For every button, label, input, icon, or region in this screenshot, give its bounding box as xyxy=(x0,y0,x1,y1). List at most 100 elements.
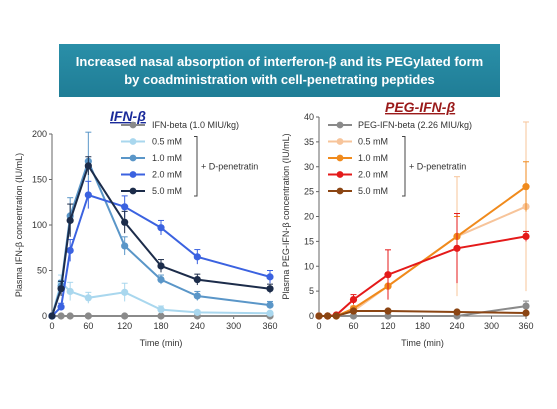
ifn-data-point xyxy=(193,308,201,316)
peg-x-tick-label: 360 xyxy=(518,321,533,331)
ifn-data-point xyxy=(193,276,201,284)
peg-legend-marker-1 xyxy=(336,138,344,145)
peg-x-axis-label: Time (min) xyxy=(401,338,444,348)
ifn-series-line-3 xyxy=(51,193,271,317)
ifn-legend-label-3: 2.0 mM xyxy=(152,170,182,180)
ifn-legend-bracket xyxy=(194,136,198,197)
peg-x-tick-label: 120 xyxy=(380,321,395,331)
peg-y-tick-label: 10 xyxy=(304,261,314,271)
ifn-data-point xyxy=(57,303,65,311)
peg-data-point xyxy=(453,308,461,316)
peg-data-point xyxy=(522,183,530,191)
peg-legend-label-4: 5.0 mM xyxy=(358,186,388,196)
ifn-data-point xyxy=(84,294,92,302)
banner-line-2: by coadministration with cell-penetratin… xyxy=(124,71,435,87)
peg-y-tick-label: 20 xyxy=(304,212,314,222)
ifn-data-point xyxy=(193,292,201,300)
ifn-data-point xyxy=(121,288,129,296)
peg-data-point xyxy=(522,302,530,310)
ifn-x-tick-label: 60 xyxy=(83,321,93,331)
ifn-series-line-4 xyxy=(51,163,271,317)
ifn-x-tick-label: 300 xyxy=(226,321,241,331)
ifn-data-point xyxy=(84,312,92,320)
peg-chart-title: PEG-IFN-β xyxy=(385,99,455,115)
peg-legend-label-1: 0.5 mM xyxy=(358,137,388,147)
peg-legend-marker-2 xyxy=(336,154,344,162)
ifn-data-point xyxy=(66,312,74,320)
ifn-data-point xyxy=(66,246,74,255)
peg-data-point xyxy=(349,312,358,320)
peg-legend-marker-4 xyxy=(336,187,344,195)
ifn-data-point xyxy=(57,312,65,320)
peg-legend-label-2: 1.0 mM xyxy=(358,153,388,163)
ifn-x-tick-label: 360 xyxy=(262,321,277,331)
ifn-x-tick-label: 240 xyxy=(190,321,205,331)
ifn-y-tick-label: 100 xyxy=(32,220,47,230)
peg-legend-label-3: 2.0 mM xyxy=(358,170,388,180)
ifn-legend-marker-4 xyxy=(129,187,137,195)
peg-series-line-3 xyxy=(319,235,527,317)
ifn-x-axis-label: Time (min) xyxy=(140,338,183,348)
ifn-data-point xyxy=(266,309,274,317)
peg-data-point xyxy=(522,309,530,317)
peg-x-tick-label: 60 xyxy=(348,321,358,331)
ifn-legend-marker-0 xyxy=(129,121,137,129)
ifn-legend-marker-2 xyxy=(129,154,137,162)
peg-data-point xyxy=(522,232,530,240)
peg-y-tick-label: 35 xyxy=(304,137,314,147)
ifn-legend-label-2: 1.0 mM xyxy=(152,153,182,163)
ifn-data-point xyxy=(157,312,165,320)
header-banner: Increased nasal absorption of interferon… xyxy=(59,44,500,97)
ifn-data-point xyxy=(121,242,129,250)
ifn-data-point xyxy=(57,285,65,293)
peg-legend-marker-0 xyxy=(336,121,344,129)
ifn-series-line-2 xyxy=(51,158,271,317)
ifn-x-tick-label: 0 xyxy=(49,321,54,331)
ifn-legend-label-1: 0.5 mM xyxy=(152,137,182,147)
ifn-data-point xyxy=(84,191,92,199)
ifn-x-tick-label: 180 xyxy=(153,321,168,331)
peg-x-tick-label: 300 xyxy=(484,321,499,331)
peg-data-point xyxy=(315,312,323,320)
ifn-data-point xyxy=(266,301,274,309)
ifn-legend-label-0: IFN-beta (1.0 MIU/kg) xyxy=(152,120,239,130)
peg-data-point xyxy=(384,307,392,315)
peg-legend-label-0: PEG-IFN-beta (2.26 MIU/kg) xyxy=(358,120,472,130)
ifn-data-point xyxy=(84,162,92,170)
ifn-data-point xyxy=(121,312,129,320)
peg-y-tick-label: 5 xyxy=(309,286,314,296)
peg-y-tick-label: 15 xyxy=(304,236,314,246)
peg-data-point xyxy=(453,244,461,252)
ifn-data-point xyxy=(66,216,74,225)
banner-line-1: Increased nasal absorption of interferon… xyxy=(75,53,484,69)
ifn-data-point xyxy=(121,203,129,211)
peg-y-tick-label: 30 xyxy=(304,162,314,172)
ifn-x-tick-label: 120 xyxy=(117,321,132,331)
peg-data-point xyxy=(384,271,392,279)
ifn-y-tick-label: 0 xyxy=(42,311,47,321)
peg-data-point xyxy=(332,312,340,320)
peg-x-tick-label: 180 xyxy=(415,321,430,331)
ifn-data-point xyxy=(157,262,165,270)
ifn-legend-bracket-label: + D-penetratin xyxy=(201,161,258,171)
ifn-y-tick-label: 200 xyxy=(32,129,47,139)
ifn-chart-title: IFN-β xyxy=(110,108,146,124)
ifn-legend-marker-3 xyxy=(129,171,137,178)
peg-legend-bracket xyxy=(402,136,406,197)
peg-data-point xyxy=(324,312,332,320)
ifn-data-point xyxy=(266,273,274,281)
ifn-y-axis-label: Plasma IFN-β concentration (IU/mL) xyxy=(14,153,24,297)
ifn-data-point xyxy=(48,312,56,320)
ifn-y-tick-label: 150 xyxy=(32,175,47,185)
ifn-data-point xyxy=(66,287,74,296)
ifn-legend-marker-1 xyxy=(129,138,137,145)
peg-x-tick-label: 0 xyxy=(316,321,321,331)
peg-legend-marker-3 xyxy=(336,171,344,178)
peg-series-line-2 xyxy=(319,185,527,317)
peg-data-point xyxy=(349,307,358,315)
ifn-legend-label-4: 5.0 mM xyxy=(152,186,182,196)
ifn-data-point xyxy=(157,276,165,284)
peg-y-tick-label: 40 xyxy=(304,112,314,122)
peg-legend-bracket-label: + D-penetratin xyxy=(409,161,466,171)
